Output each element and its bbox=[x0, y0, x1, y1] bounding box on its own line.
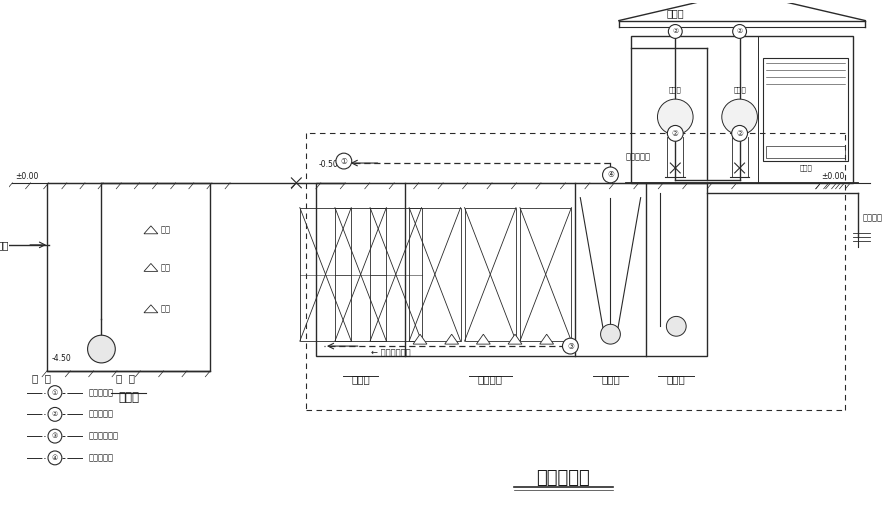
Text: 鼓風機: 鼓風機 bbox=[669, 87, 682, 93]
Polygon shape bbox=[144, 305, 158, 313]
Text: 污泥回流管: 污泥回流管 bbox=[89, 454, 114, 462]
Text: ②: ② bbox=[672, 129, 678, 138]
Text: 缺氧池: 缺氧池 bbox=[351, 374, 370, 384]
Circle shape bbox=[48, 429, 62, 443]
Bar bbox=[335, 208, 387, 341]
Circle shape bbox=[48, 451, 62, 465]
Text: 達標出水: 達標出水 bbox=[862, 213, 882, 222]
Text: -0.50: -0.50 bbox=[319, 160, 339, 169]
Text: 名  稱: 名 稱 bbox=[116, 373, 135, 383]
Polygon shape bbox=[413, 334, 427, 344]
Circle shape bbox=[668, 125, 684, 141]
Polygon shape bbox=[477, 334, 490, 344]
Circle shape bbox=[336, 153, 352, 169]
Text: 好氧化池: 好氧化池 bbox=[477, 374, 503, 384]
Text: 工藝流程圖: 工藝流程圖 bbox=[537, 469, 590, 487]
Polygon shape bbox=[540, 334, 554, 344]
Circle shape bbox=[658, 99, 693, 135]
Text: 調節池: 調節池 bbox=[118, 390, 140, 404]
Text: 低位: 低位 bbox=[161, 304, 171, 313]
Text: ②: ② bbox=[672, 29, 678, 34]
Bar bbox=[520, 208, 572, 341]
Bar bbox=[765, 146, 845, 158]
Bar bbox=[763, 58, 848, 161]
Text: ①: ① bbox=[340, 157, 348, 165]
Polygon shape bbox=[144, 226, 158, 234]
Text: 硝化液回流管: 硝化液回流管 bbox=[89, 432, 118, 441]
Circle shape bbox=[563, 338, 579, 354]
Bar bbox=[465, 208, 516, 341]
Circle shape bbox=[48, 386, 62, 399]
Circle shape bbox=[48, 408, 62, 421]
Text: 設備間: 設備間 bbox=[667, 8, 685, 19]
Text: 系統進水管: 系統進水管 bbox=[89, 388, 114, 397]
Text: ③: ③ bbox=[52, 433, 58, 439]
Circle shape bbox=[601, 324, 621, 344]
Text: 中位: 中位 bbox=[161, 263, 171, 272]
Bar bbox=[316, 183, 707, 356]
Text: 污水: 污水 bbox=[0, 240, 9, 250]
Polygon shape bbox=[144, 264, 158, 271]
Text: ④: ④ bbox=[607, 170, 614, 180]
Text: ②: ② bbox=[736, 29, 742, 34]
Polygon shape bbox=[509, 334, 522, 344]
Text: 污泥回流管: 污泥回流管 bbox=[625, 152, 651, 161]
Text: ±0.00: ±0.00 bbox=[15, 172, 39, 181]
Text: ①: ① bbox=[52, 389, 58, 396]
Bar bbox=[409, 208, 461, 341]
Text: ②: ② bbox=[52, 411, 58, 418]
Text: ③: ③ bbox=[567, 341, 573, 351]
Circle shape bbox=[667, 316, 686, 336]
Text: 清水池: 清水池 bbox=[667, 374, 685, 384]
Bar bbox=[47, 183, 211, 371]
Text: -4.50: -4.50 bbox=[52, 354, 72, 363]
Polygon shape bbox=[444, 334, 459, 344]
Text: 鼓風機: 鼓風機 bbox=[733, 87, 746, 93]
Text: ← 硝化液回流管: ← 硝化液回流管 bbox=[371, 348, 410, 357]
Text: 圖  例: 圖 例 bbox=[32, 373, 52, 383]
Text: ±0.00: ±0.00 bbox=[821, 172, 845, 181]
Bar bbox=[300, 208, 351, 341]
Text: 高位: 高位 bbox=[161, 226, 171, 234]
Circle shape bbox=[733, 25, 747, 39]
Circle shape bbox=[722, 99, 757, 135]
Circle shape bbox=[603, 167, 619, 183]
Text: 沉淀池: 沉淀池 bbox=[601, 374, 620, 384]
Circle shape bbox=[732, 125, 748, 141]
Text: ④: ④ bbox=[52, 455, 58, 461]
Bar bbox=[370, 208, 421, 341]
Text: 控制柜: 控制柜 bbox=[799, 165, 812, 171]
Circle shape bbox=[88, 335, 116, 363]
Text: 系統進風管: 系統進風管 bbox=[89, 410, 114, 419]
Circle shape bbox=[669, 25, 682, 39]
Bar bbox=[631, 37, 853, 183]
Text: ②: ② bbox=[736, 129, 743, 138]
